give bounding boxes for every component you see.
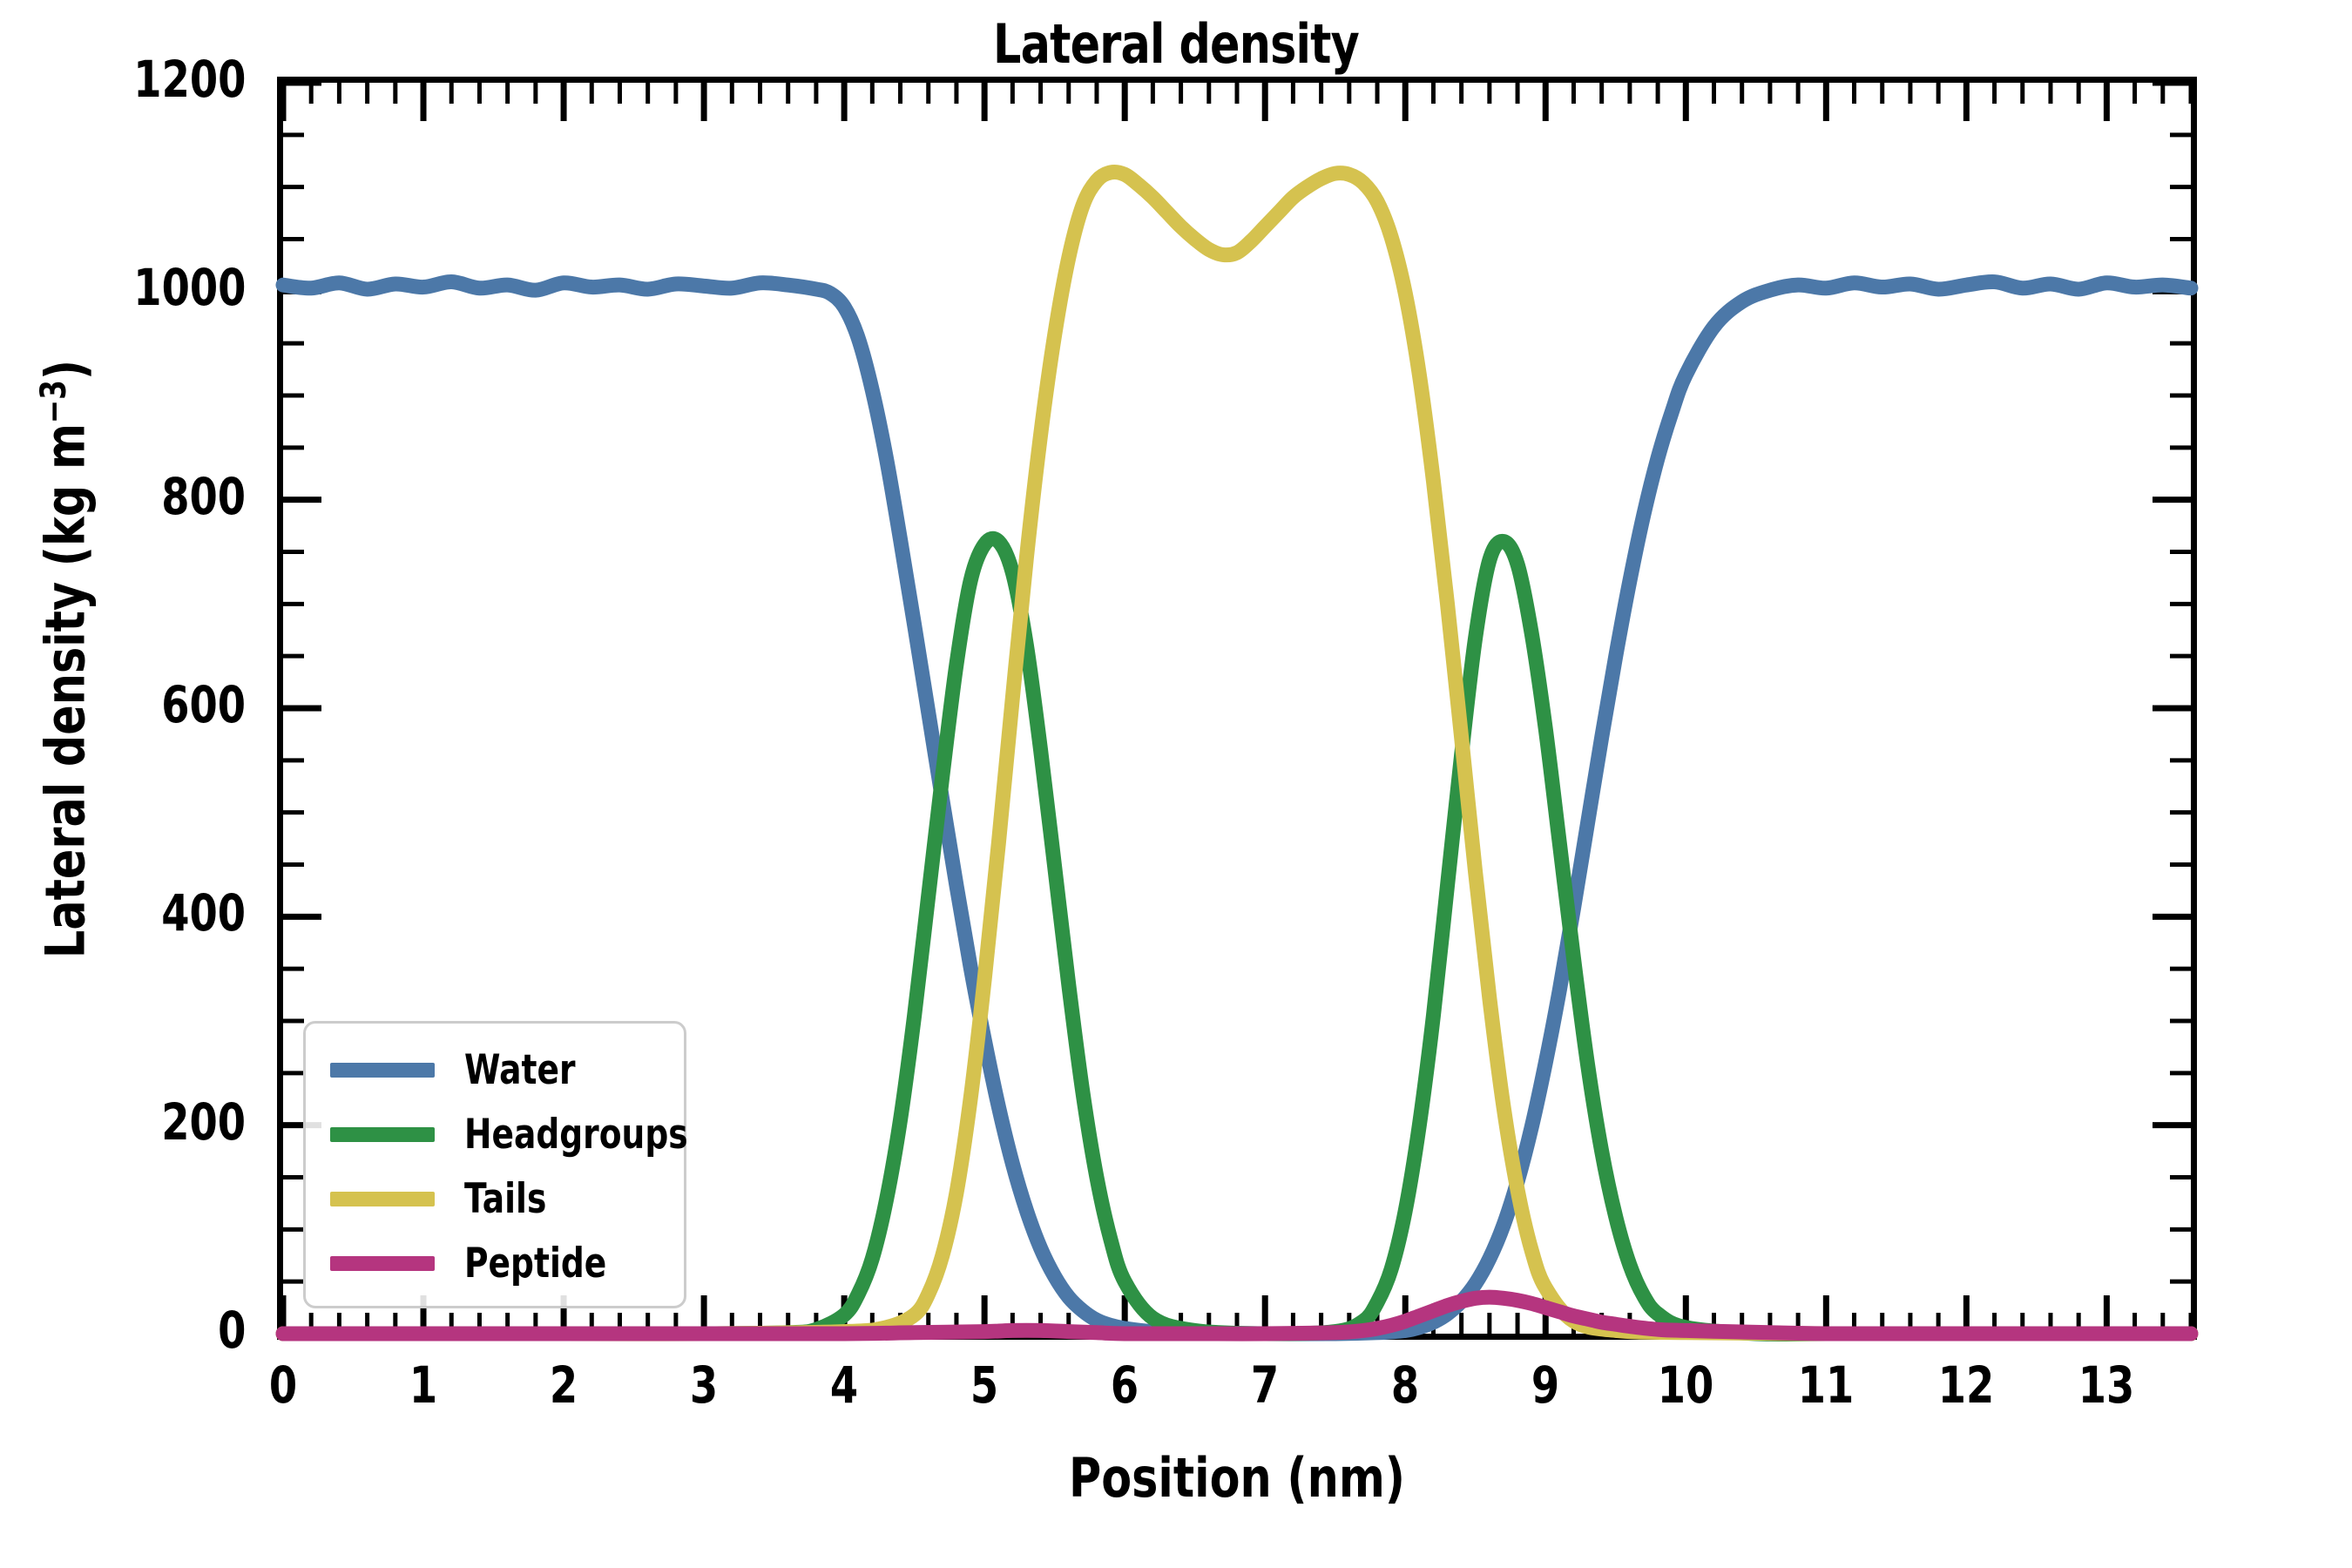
legend-swatch-headgroups: [330, 1126, 435, 1142]
legend-swatch-peptide: [330, 1255, 435, 1271]
x-tick-label: 2: [549, 1355, 578, 1415]
x-tick-label: 4: [829, 1355, 859, 1415]
y-tick-label: 200: [161, 1092, 246, 1152]
legend-item[interactable]: Tails: [330, 1172, 567, 1226]
y-tick-label: 0: [217, 1301, 246, 1360]
legend-label: Headgroups: [464, 1110, 688, 1159]
legend: Water Headgroups Tails Peptide: [303, 1021, 688, 1308]
data-series-layer: [275, 164, 2199, 1342]
x-axis-label: Position (nm): [1068, 1446, 1406, 1510]
legend-swatch-tails: [330, 1191, 435, 1206]
series-line-peptide: [275, 1289, 2199, 1342]
legend-swatch-water: [330, 1062, 435, 1078]
legend-item[interactable]: Headgroups: [330, 1107, 744, 1161]
chart-title: Lateral density: [993, 12, 1360, 76]
x-tick-label: 9: [1531, 1355, 1560, 1415]
y-axis-label-close: ): [33, 359, 98, 381]
x-tick-label: 6: [1111, 1355, 1139, 1415]
x-tick-label: 12: [1938, 1355, 1995, 1415]
y-tick-label: 1200: [132, 50, 246, 109]
y-axis-label: Lateral density (kg m−3): [34, 28, 98, 1291]
y-axis-label-exponent: −3: [33, 380, 74, 424]
y-tick-label: 800: [161, 466, 246, 526]
legend-item[interactable]: Peptide: [330, 1236, 642, 1290]
plot-svg: [275, 79, 2199, 1342]
x-tick-label: 5: [970, 1355, 999, 1415]
x-tick-label: 11: [1798, 1355, 1855, 1415]
x-tick-label: 10: [1657, 1355, 1714, 1415]
legend-label: Tails: [464, 1174, 547, 1223]
y-tick-label: 400: [161, 883, 246, 943]
legend-label: Water: [464, 1045, 576, 1094]
x-tick-label: 7: [1251, 1355, 1280, 1415]
legend-label: Peptide: [464, 1239, 607, 1288]
x-tick-label: 3: [689, 1355, 719, 1415]
x-tick-label: 0: [268, 1355, 298, 1415]
y-tick-label: 1000: [132, 258, 246, 318]
x-tick-label: 8: [1391, 1355, 1420, 1415]
series-line-tails: [275, 164, 2199, 1342]
legend-item[interactable]: Water: [330, 1043, 603, 1097]
x-tick-label: 13: [2078, 1355, 2135, 1415]
y-axis-label-main: Lateral density (kg m: [33, 423, 98, 959]
x-tick-label: 1: [409, 1355, 438, 1415]
y-tick-label: 600: [161, 675, 246, 734]
y-axis-label-text: Lateral density (kg m−3): [34, 360, 98, 958]
